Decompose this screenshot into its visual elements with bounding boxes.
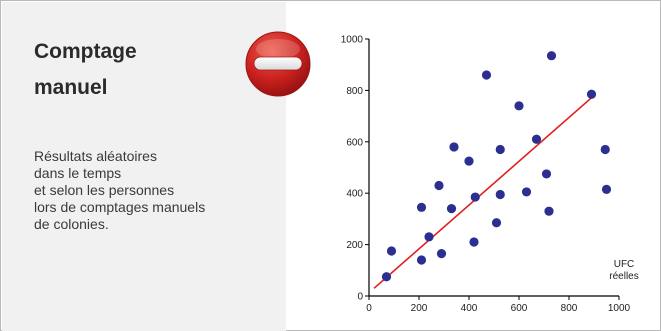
panel-description: Résultats aléatoires dans le temps et se… (34, 148, 206, 232)
data-point (586, 89, 597, 99)
data-point (541, 169, 552, 179)
y-tick-label: 600 (346, 137, 363, 148)
left-panel: Comptage manuel Résultats aléatoires dan… (2, 2, 286, 331)
x-axis-label: réelles (609, 271, 638, 282)
panel-title: Comptage manuel (34, 40, 137, 99)
data-point (464, 156, 474, 166)
data-point (381, 272, 392, 282)
data-point (469, 237, 479, 247)
scatter-chart: 0 200 400 600 800 1000 0 200 400 600 800 1000 UFCrée… (341, 35, 639, 315)
data-point (600, 144, 610, 155)
data-point (481, 70, 492, 80)
trend-line (373, 94, 595, 289)
data-point (491, 218, 502, 228)
data-point (546, 51, 557, 61)
data-point (416, 255, 427, 265)
data-point (449, 142, 459, 152)
data-point (544, 206, 554, 216)
x-tick-label: 1000 (608, 303, 631, 314)
x-axis-label: UFC (614, 259, 635, 270)
data-point (495, 189, 505, 200)
x-tick-label: 400 (461, 303, 478, 314)
x-tick-label: 0 (366, 303, 372, 314)
y-tick-label: 200 (346, 240, 363, 251)
data-point (416, 202, 427, 212)
data-point (424, 232, 434, 242)
y-tick-label: 0 (357, 292, 363, 303)
data-point (470, 192, 480, 202)
data-point (514, 101, 524, 111)
y-tick-label: 800 (346, 86, 363, 97)
data-point (601, 184, 612, 194)
data-point (521, 187, 532, 197)
x-tick-label: 600 (511, 303, 528, 314)
data-point (495, 144, 505, 155)
data-point (446, 204, 457, 214)
no-entry-icon (245, 31, 311, 97)
x-tick-label: 200 (411, 303, 428, 314)
y-tick-label: 400 (346, 189, 363, 200)
x-tick-label: 800 (561, 303, 578, 314)
data-point (386, 246, 397, 256)
data-point (434, 180, 444, 191)
data-point (436, 248, 447, 259)
y-tick-label: 1000 (341, 35, 364, 46)
data-point (531, 134, 542, 144)
